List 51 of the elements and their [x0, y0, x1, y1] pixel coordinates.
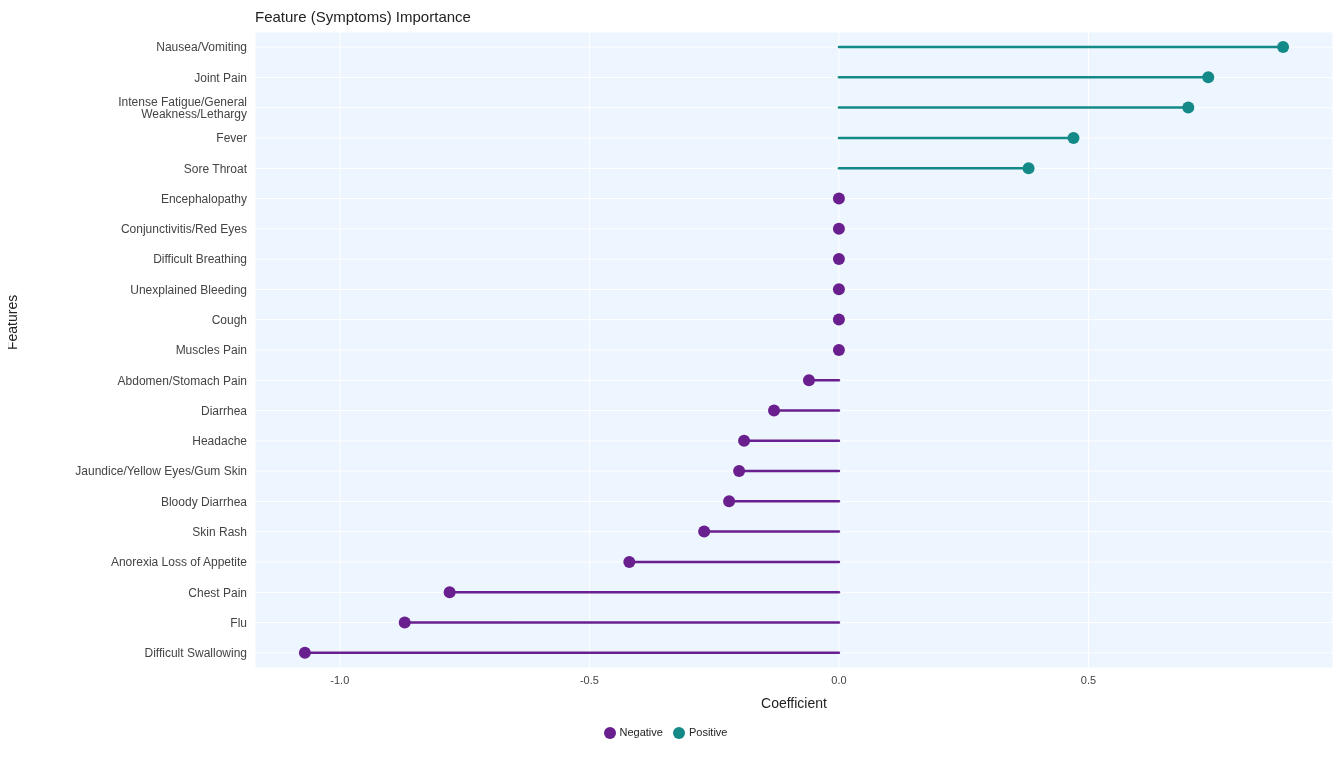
y-tick-label: Headache	[192, 434, 248, 449]
y-tick-label: Encephalopathy	[160, 191, 247, 206]
y-tick-label: Muscles Pain	[175, 343, 247, 358]
point	[1202, 71, 1215, 84]
y-tick-label: Cough	[211, 312, 247, 327]
point	[738, 434, 751, 447]
point	[398, 616, 411, 629]
y-tick-label: Nausea/Vomiting	[156, 40, 247, 55]
y-tick-label: Difficult Swallowing	[144, 646, 247, 661]
y-tick-label: Abdomen/Stomach Pain	[117, 373, 247, 388]
point	[832, 253, 845, 266]
x-tick-label: -1.0	[330, 673, 350, 686]
point	[298, 646, 311, 659]
point	[723, 495, 736, 508]
y-tick-label: Chest Pain	[188, 585, 247, 600]
y-tick-label: Difficult Breathing	[153, 252, 247, 267]
point	[1022, 162, 1035, 175]
point	[832, 192, 845, 205]
y-tick-label: Flu	[230, 615, 247, 630]
y-tick-label: Joint Pain	[194, 70, 247, 85]
legend-label: Positive	[688, 726, 728, 738]
y-tick-label: Sore Throat	[183, 161, 248, 176]
point	[1067, 131, 1080, 144]
point	[1277, 41, 1290, 54]
chart-title: Feature (Symptoms) Importance	[255, 8, 472, 27]
point	[832, 313, 845, 326]
point	[768, 404, 781, 417]
y-tick-label: Jaundice/Yellow Eyes/Gum Skin	[75, 464, 247, 479]
point	[623, 555, 636, 568]
x-axis-title: Coefficient	[761, 695, 828, 711]
point	[733, 465, 746, 478]
y-tick-label: Anorexia Loss of Appetite	[110, 555, 248, 570]
point	[832, 222, 845, 235]
y-tick-label: Intense Fatigue/General Weakness/Lethargy	[118, 94, 247, 121]
x-tick-label: 0.5	[1080, 673, 1097, 686]
x-tick-label: -0.5	[579, 673, 599, 686]
y-tick-label: Fever	[216, 131, 247, 146]
legend-label: Negative	[619, 726, 663, 738]
y-tick-label: Skin Rash	[192, 524, 247, 539]
y-tick-label: Diarrhea	[200, 403, 248, 418]
point	[802, 374, 815, 387]
y-tick-label: Bloody Diarrhea	[160, 494, 248, 509]
y-tick-label: Unexplained Bleeding	[130, 282, 247, 297]
point	[1182, 101, 1195, 114]
point	[832, 343, 845, 356]
y-axis-title: Features	[3, 294, 20, 350]
x-tick-label: 0.0	[831, 673, 847, 686]
y-tick-label: Conjunctivitis/Red Eyes	[120, 222, 247, 237]
point	[443, 586, 456, 599]
point	[832, 283, 845, 296]
point	[698, 525, 711, 538]
